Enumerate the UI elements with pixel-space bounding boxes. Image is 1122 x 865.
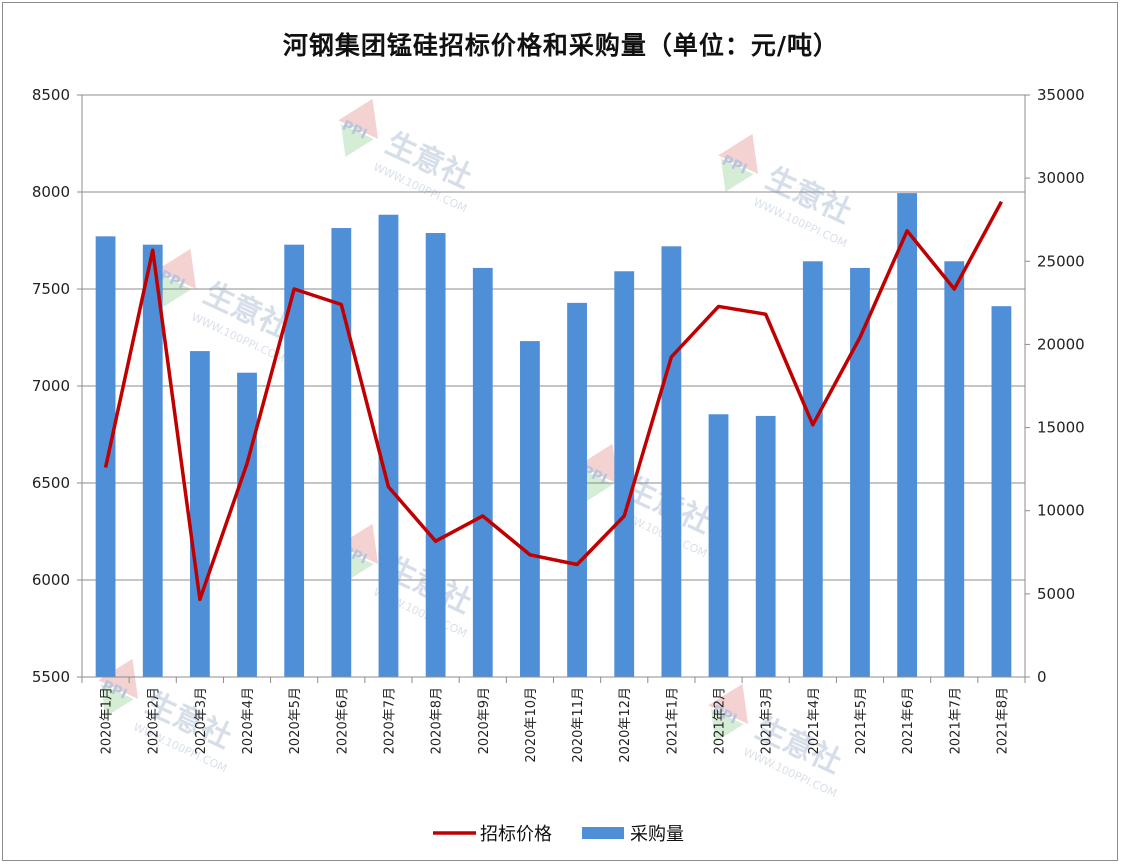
left-tick-label-8000: 8000 bbox=[32, 183, 70, 201]
bar-2020年12月 bbox=[614, 271, 635, 677]
bar-2021年8月 bbox=[991, 306, 1012, 677]
bar-2020年5月 bbox=[284, 244, 305, 677]
bar-2021年7月 bbox=[944, 261, 965, 677]
x-tick-label-2021年7月: 2021年7月 bbox=[948, 687, 963, 754]
bar-2020年6月 bbox=[331, 228, 352, 677]
x-tick-label-2020年8月: 2020年8月 bbox=[430, 687, 445, 754]
x-tick-label-2021年5月: 2021年5月 bbox=[854, 687, 869, 754]
legend-swatch-bar bbox=[582, 827, 624, 839]
left-tick-label-6000: 6000 bbox=[32, 571, 70, 589]
grid-lines bbox=[82, 94, 1025, 678]
x-tick-label-2020年1月: 2020年1月 bbox=[100, 687, 115, 754]
x-tick-label-2021年1月: 2021年1月 bbox=[665, 687, 680, 754]
legend: 招标价格 采购量 bbox=[433, 824, 684, 845]
watermark-logo-green bbox=[158, 273, 192, 307]
x-tick-label-2020年10月: 2020年10月 bbox=[524, 687, 539, 763]
x-tick-label-2021年8月: 2021年8月 bbox=[995, 687, 1010, 754]
legend-label-price: 招标价格 bbox=[480, 824, 552, 845]
line-series bbox=[103, 200, 1003, 602]
watermark-logo-red bbox=[338, 523, 379, 564]
bar-2021年4月 bbox=[802, 261, 823, 677]
bar-2020年7月 bbox=[378, 214, 399, 677]
bar-2020年3月 bbox=[189, 351, 210, 677]
bar-2021年5月 bbox=[850, 267, 870, 677]
watermark-logo-green bbox=[710, 708, 744, 742]
bar-2020年1月 bbox=[95, 236, 116, 678]
price-line bbox=[103, 200, 1003, 602]
watermark-logo-green bbox=[340, 123, 374, 157]
x-tick-label-2021年3月: 2021年3月 bbox=[760, 687, 775, 754]
x-tick-label-2020年12月: 2020年12月 bbox=[618, 687, 633, 763]
watermark-logo-red bbox=[718, 133, 759, 174]
right-tick-label-20000: 20000 bbox=[1037, 335, 1085, 353]
bar-2021年3月 bbox=[755, 415, 776, 677]
right-tick-label-10000: 10000 bbox=[1037, 502, 1085, 520]
bar-2021年6月 bbox=[897, 193, 918, 677]
watermark-logo-red bbox=[98, 658, 139, 699]
watermark-logo-red bbox=[156, 248, 197, 289]
x-tick-label-2020年6月: 2020年6月 bbox=[335, 687, 350, 754]
bar-2020年2月 bbox=[142, 244, 163, 677]
bar-2020年4月 bbox=[237, 372, 257, 677]
right-tick-label-5000: 5000 bbox=[1037, 585, 1075, 603]
axes bbox=[77, 94, 1030, 683]
right-tick-label-25000: 25000 bbox=[1037, 252, 1085, 270]
left-tick-label-8500: 8500 bbox=[32, 86, 70, 104]
right-tick-label-0: 0 bbox=[1037, 668, 1047, 686]
bar-2021年2月 bbox=[708, 414, 729, 677]
left-tick-label-7000: 7000 bbox=[32, 377, 70, 395]
x-tick-label-2020年9月: 2020年9月 bbox=[477, 687, 492, 754]
right-tick-label-30000: 30000 bbox=[1037, 169, 1085, 187]
watermark-logo-red bbox=[708, 683, 749, 724]
x-tick-label-2020年2月: 2020年2月 bbox=[147, 687, 162, 754]
bar-2020年10月 bbox=[520, 341, 540, 677]
bar-series bbox=[95, 193, 1012, 678]
right-tick-label-35000: 35000 bbox=[1037, 86, 1085, 104]
x-tick-label-2021年6月: 2021年6月 bbox=[901, 687, 916, 754]
watermark-logo-red bbox=[578, 443, 619, 484]
x-tick-label-2021年2月: 2021年2月 bbox=[713, 687, 728, 754]
watermark-logo-green bbox=[580, 468, 614, 502]
left-axis-ticks: 5500 6000 6500 7000 7500 8000 8500 bbox=[32, 86, 70, 686]
legend-label-volume: 采购量 bbox=[630, 824, 684, 845]
x-axis-ticks: 2020年1月 2020年2月 2020年3月 2020年4月 2020年5月 2020年… bbox=[100, 687, 1011, 763]
x-tick-label-2020年3月: 2020年3月 bbox=[194, 687, 209, 754]
left-tick-label-5500: 5500 bbox=[32, 668, 70, 686]
bar-2020年8月 bbox=[425, 233, 446, 677]
right-axis-ticks: 0 5000 10000 15000 20000 25000 30000 35000 bbox=[1037, 86, 1085, 686]
left-tick-label-7500: 7500 bbox=[32, 280, 70, 298]
x-tick-label-2021年4月: 2021年4月 bbox=[807, 687, 822, 754]
watermark-logo-green bbox=[720, 158, 754, 192]
right-tick-label-15000: 15000 bbox=[1037, 419, 1085, 437]
x-tick-label-2020年4月: 2020年4月 bbox=[241, 687, 256, 754]
bar-2020年9月 bbox=[472, 267, 493, 677]
x-tick-label-2020年11月: 2020年11月 bbox=[571, 687, 586, 763]
chart-title: 河钢集团锰硅招标价格和采购量（单位：元/吨） bbox=[282, 31, 840, 60]
bar-2020年11月 bbox=[567, 302, 587, 677]
watermark-logo-green bbox=[100, 683, 134, 717]
bar-2021年1月 bbox=[661, 246, 682, 677]
x-tick-label-2020年7月: 2020年7月 bbox=[382, 687, 397, 754]
watermark-logo-red bbox=[338, 98, 379, 139]
x-tick-label-2020年5月: 2020年5月 bbox=[288, 687, 303, 754]
left-tick-label-6500: 6500 bbox=[32, 474, 70, 492]
